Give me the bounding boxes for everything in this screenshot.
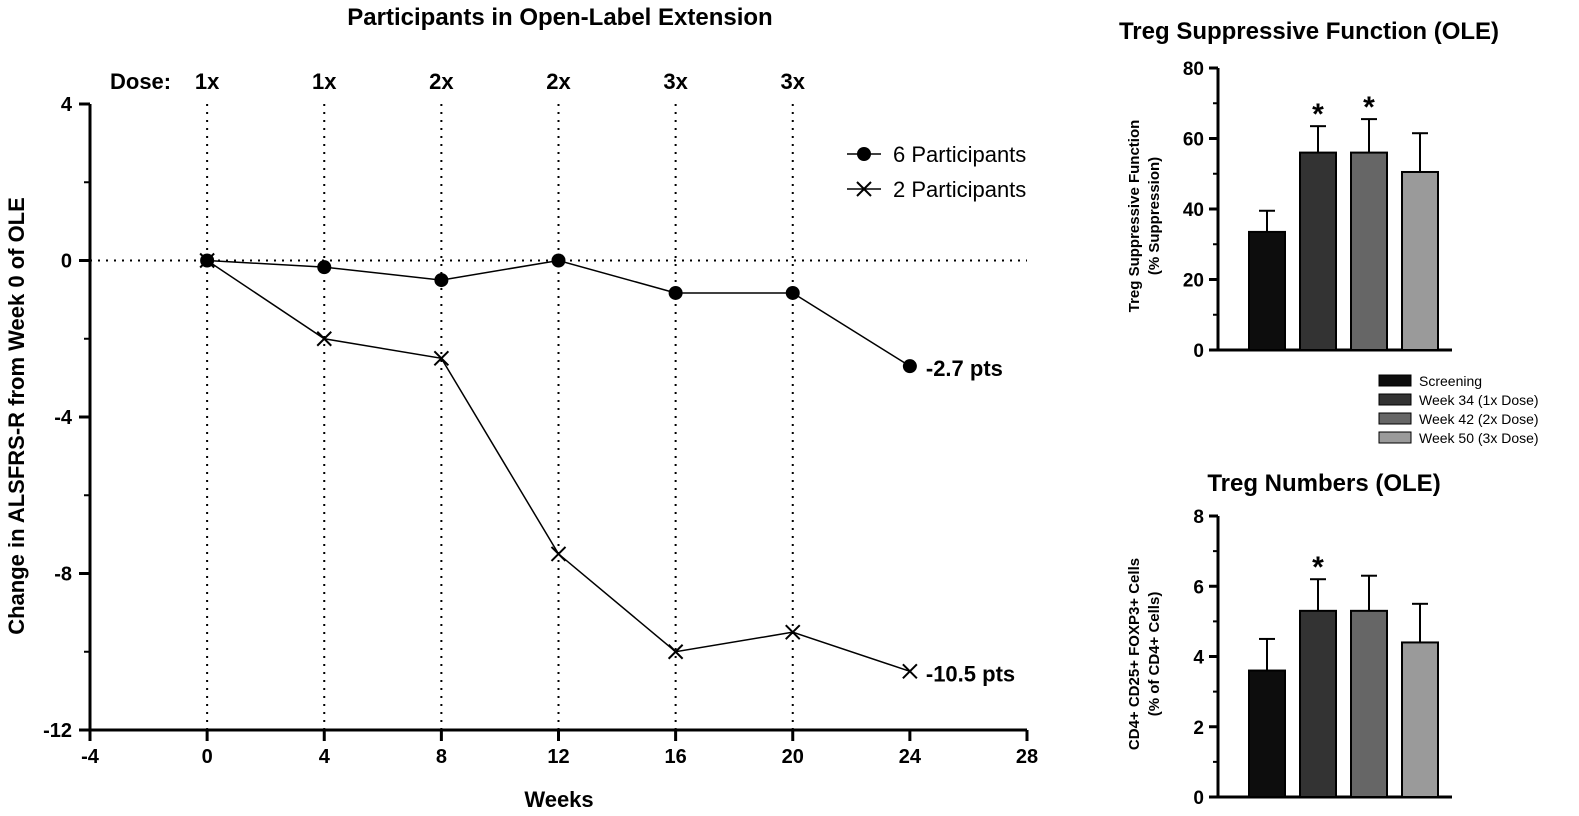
legend-label: Week 34 (1x Dose): [1419, 392, 1539, 408]
dose-label: 3x: [663, 69, 688, 94]
bar1-plot: 0 20 40 60 80 * *: [1183, 59, 1452, 362]
data-point-x: [667, 644, 684, 660]
x-tick-label: 8: [436, 746, 447, 768]
x-tick-label: 4: [319, 746, 331, 768]
x-tick-label: 12: [547, 746, 569, 768]
bar-y-tick-label: 80: [1183, 59, 1204, 80]
data-point-circle: [785, 285, 800, 300]
dose-label: 1x: [312, 69, 337, 94]
bar: [1401, 641, 1439, 799]
legend-x-marker: [856, 181, 872, 197]
bar: [1401, 170, 1439, 351]
line-tick-labels: -4 0 4 8 12 16 20 24 28 4 0 -4 -8 -12: [43, 94, 1038, 768]
dose-prefix: Dose:: [110, 69, 171, 94]
legend-label-6: 6 Participants: [893, 142, 1026, 167]
data-point-circle: [902, 359, 917, 374]
bar-chart-numbers: Treg Numbers (OLE) CD4+ CD25+ FOXP3+ Cel…: [1126, 470, 1452, 809]
x-tick-label: 0: [202, 746, 213, 768]
line-chart-title: Participants in Open-Label Extension: [347, 4, 772, 31]
bar2-y-label-line2: (% of CD4+ Cells): [1146, 592, 1163, 717]
data-point-x: [199, 252, 215, 269]
y-tick-label: -4: [54, 407, 73, 429]
bar: [1299, 151, 1337, 351]
bar1-y-label-line1: Treg Suppressive Function: [1126, 120, 1143, 313]
bar: [1248, 669, 1286, 798]
bar-y-tick-label: 0: [1193, 788, 1204, 809]
bar-y-tick-label: 40: [1183, 200, 1204, 221]
data-point-circle: [434, 273, 449, 288]
bar: [1248, 230, 1286, 352]
data-point-circle: [551, 253, 566, 268]
legend-circle-marker: [857, 147, 871, 161]
data-point-circle: [668, 285, 683, 300]
dose-label: 2x: [546, 69, 571, 94]
bar: [1350, 151, 1388, 351]
data-point-x: [433, 350, 450, 367]
x-tick-label: -4: [81, 746, 100, 768]
line-y-axis-label: Change in ALSFRS-R from Week 0 of OLE: [4, 197, 29, 635]
x-tick-label: 20: [782, 746, 804, 768]
bar-y-tick-label: 6: [1193, 577, 1204, 598]
legend-label: Week 50 (3x Dose): [1419, 430, 1539, 446]
bar2-y-label-line1: CD4+ CD25+ FOXP3+ Cells: [1126, 558, 1143, 750]
data-point-x: [902, 663, 918, 680]
bar-y-tick-label: 8: [1193, 507, 1204, 528]
y-tick-label: -12: [43, 720, 72, 742]
dose-label: 1x: [195, 69, 220, 94]
bar-y-tick-label: 60: [1183, 130, 1204, 151]
legend-swatch: [1378, 431, 1412, 444]
bar-legend: Screening Week 34 (1x Dose) Week 42 (2x Do…: [1378, 373, 1539, 446]
y-tick-label: 4: [61, 94, 73, 116]
bar1-title: Treg Suppressive Function (OLE): [1119, 18, 1499, 45]
significance-marker: *: [1363, 91, 1375, 124]
line-x-axis-label: Weeks: [524, 787, 593, 812]
line-axes: [79, 102, 1029, 741]
legend-label: Screening: [1419, 373, 1482, 389]
x-tick-label: 28: [1016, 746, 1038, 768]
bar: [1299, 609, 1337, 799]
bar-y-tick-label: 2: [1193, 718, 1204, 739]
bar-y-tick-label: 20: [1183, 271, 1204, 292]
significance-marker: *: [1312, 551, 1324, 584]
bar1-y-label-line2: (% Suppression): [1146, 157, 1163, 275]
line-series: -2.7 pts -10.5 pts: [199, 252, 1015, 686]
data-point-x: [550, 546, 567, 562]
data-point-circle: [317, 260, 332, 275]
line-chart: Participants in Open-Label Extension Dos…: [4, 4, 1038, 812]
y-tick-label: 0: [61, 251, 72, 273]
data-point-x: [316, 331, 332, 347]
end-value-label: -2.7 pts: [926, 356, 1003, 381]
y-tick-label: -8: [54, 564, 72, 586]
dose-labels: 1x 1x 2x 2x 3x 3x: [195, 69, 806, 94]
x-tick-label: 16: [665, 746, 687, 768]
data-point-x: [785, 624, 801, 640]
end-value-label: -10.5 pts: [926, 661, 1015, 686]
dose-vertical-lines: [90, 104, 1027, 730]
legend-swatch: [1378, 374, 1412, 387]
bar-y-tick-label: 4: [1193, 648, 1204, 669]
bar-y-tick-label: 0: [1193, 341, 1204, 362]
line-legend: 6 Participants 2 Participants: [847, 142, 1026, 202]
legend-swatch: [1378, 393, 1412, 406]
legend-label: Week 42 (2x Dose): [1419, 411, 1539, 427]
significance-marker: *: [1312, 98, 1324, 131]
bar2-title: Treg Numbers (OLE): [1207, 470, 1440, 497]
bar-chart-suppression: Treg Suppressive Function (OLE) Treg Sup…: [1119, 18, 1499, 362]
x-tick-label: 24: [899, 746, 922, 768]
dose-label: 3x: [781, 69, 806, 94]
bar2-plot: 0 2 4 6 8 *: [1193, 507, 1452, 809]
dose-label: 2x: [429, 69, 454, 94]
legend-label-2: 2 Participants: [893, 177, 1026, 202]
bar: [1350, 609, 1388, 799]
legend-swatch: [1378, 412, 1412, 425]
